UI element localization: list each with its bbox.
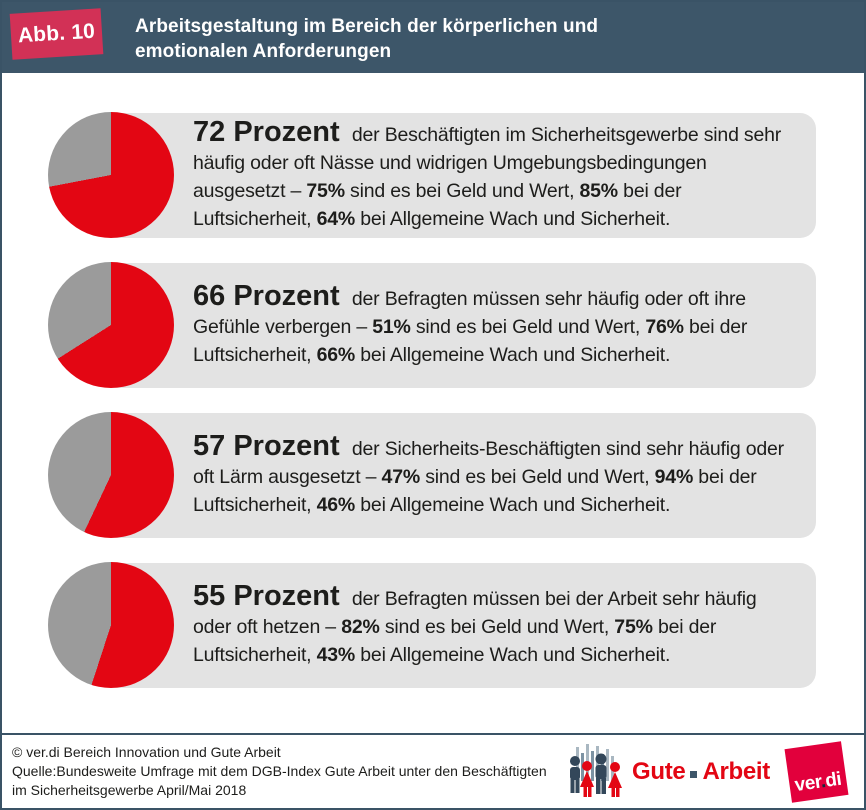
stat-lead: 72 Prozent: [193, 116, 340, 148]
stat-row: 72 Prozent der Beschäftigten im Sicherhe…: [48, 112, 816, 238]
stat-description: der Befragten müssen sehr häufig oder of…: [193, 288, 748, 366]
figure-body: 72 Prozent der Beschäftigten im Sicherhe…: [2, 73, 864, 733]
copyright-line: © ver.di Bereich Innovation und Gute Arb…: [12, 744, 281, 760]
gute-arbeit-word2: Arbeit: [702, 757, 770, 785]
stat-text: 57 Prozent der Sicherheits-Beschäftigten…: [193, 413, 794, 538]
pie-chart: [48, 562, 174, 688]
verdi-text-ver: ver: [793, 771, 823, 796]
stat-text: 66 Prozent der Befragten müssen sehr häu…: [193, 263, 794, 388]
figure-title: Arbeitsgestaltung im Bereich der körperl…: [135, 14, 598, 64]
figure-title-line2: emotionalen Anforderungen: [135, 41, 392, 62]
stat-bubble: [100, 263, 816, 388]
gute-arbeit-word1: Gute: [631, 757, 686, 785]
stat-bubble: [100, 113, 816, 238]
figure-title-line1: Arbeitsgestaltung im Bereich der körperl…: [135, 16, 599, 37]
source-line2: im Sicherheitsgewerbe April/Mai 2018: [12, 782, 247, 798]
stat-lead: 57 Prozent: [193, 430, 340, 462]
gute-arbeit-dot-icon: [690, 771, 698, 778]
stat-description: der Sicherheits-Beschäftigten sind sehr …: [193, 438, 784, 516]
figure-footer: © ver.di Bereich Innovation und Gute Arb…: [2, 733, 864, 808]
pie-chart: [48, 112, 174, 238]
stat-lead: 55 Prozent: [193, 580, 340, 612]
logo-group: Gute Arbeit ver.di: [568, 740, 852, 803]
verdi-text-di: di: [823, 768, 843, 792]
stat-text: 72 Prozent der Beschäftigten im Sicherhe…: [193, 113, 794, 238]
pie-chart: [48, 262, 174, 388]
stat-bubble: [100, 563, 816, 688]
stat-description: der Beschäftigten im Sicherheitsgewerbe …: [193, 124, 782, 230]
gute-arbeit-people-icon: [568, 741, 626, 802]
stat-bubble: [100, 413, 816, 538]
verdi-wordmark: ver.di: [793, 768, 843, 796]
source-line1: Quelle:Bundesweite Umfrage mit dem DGB-I…: [12, 763, 547, 779]
pie-chart: [48, 412, 174, 538]
stat-lead: 66 Prozent: [193, 280, 340, 312]
stat-row: 55 Prozent der Befragten müssen bei der …: [48, 562, 816, 688]
verdi-logo: ver.di: [784, 740, 850, 803]
figure-header: Abb. 10 Arbeitsgestaltung im Bereich der…: [2, 2, 864, 73]
stat-text: 55 Prozent der Befragten müssen bei der …: [193, 563, 794, 688]
stat-description: der Befragten müssen bei der Arbeit sehr…: [193, 588, 757, 666]
stat-row: 66 Prozent der Befragten müssen sehr häu…: [48, 262, 816, 388]
source-note: © ver.di Bereich Innovation und Gute Arb…: [12, 743, 547, 800]
gute-arbeit-wordmark: Gute Arbeit: [632, 758, 770, 786]
stat-row: 57 Prozent der Sicherheits-Beschäftigten…: [48, 412, 816, 538]
verdi-logo-square: ver.di: [784, 740, 849, 803]
figure-number-badge: Abb. 10: [9, 8, 104, 60]
gute-arbeit-logo: Gute Arbeit: [568, 741, 770, 802]
